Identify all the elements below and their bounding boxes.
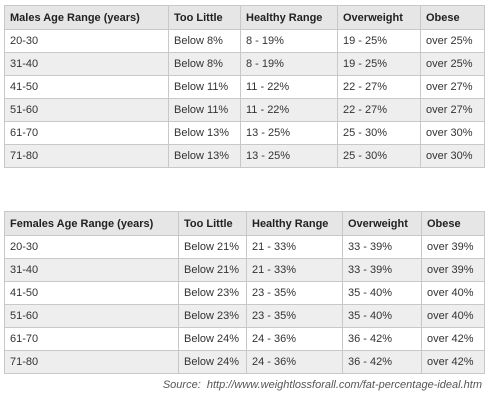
table-row: 20-30 Below 8% 8 - 19% 19 - 25% over 25% [4, 29, 485, 53]
table-cell: 61-70 [4, 121, 169, 145]
header-row: Females Age Range (years) Too Little Healt… [4, 211, 485, 236]
table-row: 61-70 Below 13% 13 - 25% 25 - 30% over 30% [4, 121, 485, 145]
table-cell: 23 - 35% [246, 304, 343, 328]
table-cell: 11 - 22% [240, 98, 338, 122]
table-cell: Below 8% [168, 29, 241, 53]
table-cell: 22 - 27% [337, 75, 421, 99]
females-table: Females Age Range (years) Too Little Healt… [4, 211, 485, 374]
table-cell: 8 - 19% [240, 52, 338, 76]
table-cell: 22 - 27% [337, 98, 421, 122]
table-cell: 61-70 [4, 327, 179, 351]
table-cell: Below 13% [168, 121, 241, 145]
table-cell: 21 - 33% [246, 235, 343, 259]
table-cell: 19 - 25% [337, 29, 421, 53]
table-cell: over 25% [420, 52, 485, 76]
table-cell: over 42% [421, 350, 485, 374]
table-cell: over 30% [420, 144, 485, 168]
table-cell: 71-80 [4, 144, 169, 168]
table-cell: over 25% [420, 29, 485, 53]
table-cell: 33 - 39% [342, 258, 422, 282]
table-cell: 11 - 22% [240, 75, 338, 99]
table-cell: 23 - 35% [246, 281, 343, 305]
table-cell: 36 - 42% [342, 327, 422, 351]
table-row: 20-30 Below 21% 21 - 33% 33 - 39% over 39% [4, 235, 485, 259]
source-note: Source: http://www.weightlossforall.com/… [162, 379, 482, 391]
table-row: 51-60 Below 23% 23 - 35% 35 - 40% over 40% [4, 304, 485, 328]
table-cell: 21 - 33% [246, 258, 343, 282]
table-cell: 20-30 [4, 29, 169, 53]
table-cell: Below 21% [178, 235, 247, 259]
header-cell: Too Little [178, 211, 247, 236]
table-row: 71-80 Below 24% 24 - 36% 36 - 42% over 42% [4, 350, 485, 374]
table-cell: 13 - 25% [240, 121, 338, 145]
table-row: 71-80 Below 13% 13 - 25% 25 - 30% over 30% [4, 144, 485, 168]
table-cell: 33 - 39% [342, 235, 422, 259]
table-cell: 25 - 30% [337, 144, 421, 168]
header-cell: Healthy Range [240, 5, 338, 30]
header-cell: Healthy Range [246, 211, 343, 236]
header-cell: Females Age Range (years) [4, 211, 179, 236]
table-cell: 24 - 36% [246, 350, 343, 374]
table-cell: 8 - 19% [240, 29, 338, 53]
table-cell: 41-50 [4, 75, 169, 99]
table-cell: 41-50 [4, 281, 179, 305]
table-cell: 24 - 36% [246, 327, 343, 351]
table-cell: 35 - 40% [342, 281, 422, 305]
table-cell: 31-40 [4, 52, 169, 76]
table-cell: over 27% [420, 98, 485, 122]
header-row: Males Age Range (years) Too Little Healthy… [4, 5, 485, 30]
table-cell: Below 11% [168, 75, 241, 99]
header-cell: Males Age Range (years) [4, 5, 169, 30]
table-cell: Below 24% [178, 350, 247, 374]
males-table: Males Age Range (years) Too Little Healthy… [4, 5, 485, 168]
table-row: 31-40 Below 21% 21 - 33% 33 - 39% over 39% [4, 258, 485, 282]
table-row: 41-50 Below 11% 11 - 22% 22 - 27% over 27% [4, 75, 485, 99]
header-cell: Overweight [337, 5, 421, 30]
table-row: 31-40 Below 8% 8 - 19% 19 - 25% over 25% [4, 52, 485, 76]
table-cell: 51-60 [4, 304, 179, 328]
table-cell: 20-30 [4, 235, 179, 259]
table-cell: over 42% [421, 327, 485, 351]
table-cell: 71-80 [4, 350, 179, 374]
header-cell: Too Little [168, 5, 241, 30]
table-cell: 13 - 25% [240, 144, 338, 168]
table-cell: Below 11% [168, 98, 241, 122]
table-cell: Below 24% [178, 327, 247, 351]
table-cell: 31-40 [4, 258, 179, 282]
table-cell: Below 23% [178, 304, 247, 328]
table-cell: Below 23% [178, 281, 247, 305]
table-row: 51-60 Below 11% 11 - 22% 22 - 27% over 27% [4, 98, 485, 122]
table-cell: Below 21% [178, 258, 247, 282]
table-cell: 51-60 [4, 98, 169, 122]
table-cell: over 39% [421, 258, 485, 282]
table-cell: over 40% [421, 281, 485, 305]
table-row: 61-70 Below 24% 24 - 36% 36 - 42% over 42% [4, 327, 485, 351]
header-cell: Obese [421, 211, 485, 236]
table-cell: over 30% [420, 121, 485, 145]
table-cell: Below 13% [168, 144, 241, 168]
table-cell: 36 - 42% [342, 350, 422, 374]
table-cell: over 39% [421, 235, 485, 259]
table-cell: over 27% [420, 75, 485, 99]
header-cell: Obese [420, 5, 485, 30]
table-cell: over 40% [421, 304, 485, 328]
table-cell: Below 8% [168, 52, 241, 76]
table-cell: 25 - 30% [337, 121, 421, 145]
table-row: 41-50 Below 23% 23 - 35% 35 - 40% over 40% [4, 281, 485, 305]
table-cell: 19 - 25% [337, 52, 421, 76]
table-cell: 35 - 40% [342, 304, 422, 328]
header-cell: Overweight [342, 211, 422, 236]
